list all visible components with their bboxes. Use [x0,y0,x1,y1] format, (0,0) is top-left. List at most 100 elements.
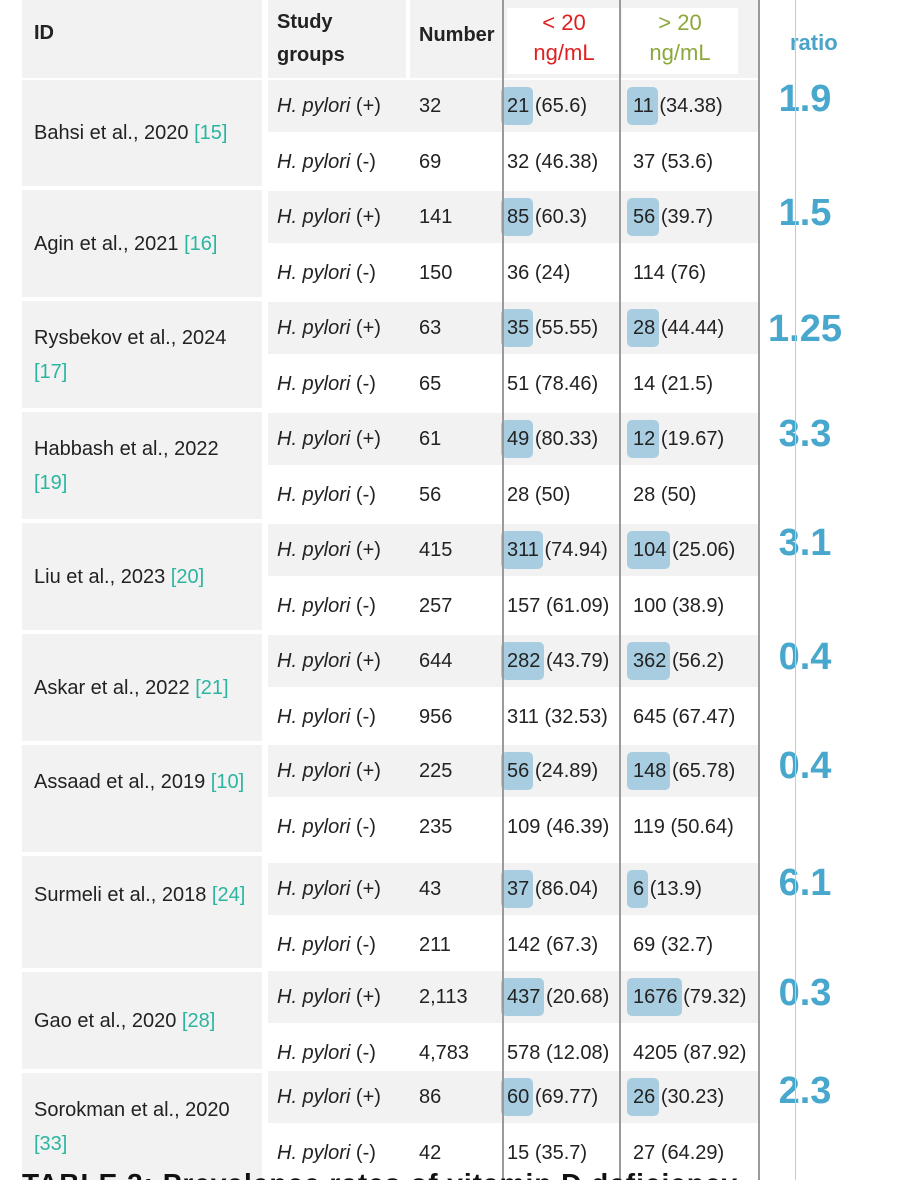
table-row: H. pylori (-) 42 15 (35.7) 27 (64.29) [268,1127,758,1179]
participant-number: 150 [419,262,453,284]
gt20-percent: (56.2) [671,650,725,672]
lt20-percent: (74.94) [544,539,608,561]
gt20-count: 645 [633,706,667,728]
group-sign: (-) [355,816,376,838]
study-name: Agin et al., 2021 [16] [34,227,254,261]
header-gt20: > 20 ng/mL [622,8,738,74]
study-group: H. pylori (-) [277,801,376,853]
participant-number: 43 [419,878,442,900]
citation-link[interactable]: [21] [195,676,229,699]
citation-link[interactable]: [24] [211,884,246,906]
citation-link[interactable]: [33] [34,1132,68,1155]
gt20-value: 69 (32.7) [633,919,713,971]
study-author: Assaad et al., 2019 [34,770,206,793]
gt20-percent: (50) [660,484,697,506]
study-cell: Bahsi et al., 2020 [15] [22,80,262,186]
citation-link[interactable]: [17] [34,360,68,383]
group-organism: H. pylori [277,760,351,782]
group-organism: H. pylori [277,206,351,228]
study-name: Sorokman et al., 2020 [33] [34,1093,254,1161]
gt20-value: 28 (44.44) [626,302,725,354]
gt20-percent: (44.44) [660,317,725,339]
ratio-value: 6.1 [778,862,832,904]
lt20-value: 56 (24.89) [500,745,598,797]
group-organism: H. pylori [277,1042,351,1064]
group-organism: H. pylori [277,934,351,956]
ratio-value: 1.9 [778,78,832,120]
lt20-count: 109 [507,816,541,838]
lt20-count-highlight: 35 [500,302,534,354]
study-name: Assaad et al., 2019 [10] [34,765,254,799]
lt20-percent: (46.39) [545,816,610,838]
gt20-percent: (67.47) [671,706,736,728]
table-row: H. pylori (-) 56 28 (50) 28 (50) [268,469,758,521]
participant-number: 257 [419,595,453,617]
participant-number: 415 [419,539,453,561]
table-row: H. pylori (-) 150 36 (24) 114 (76) [268,247,758,299]
study-name: Surmeli et al., 2018 [24] [34,878,254,912]
lt20-count: 37 [507,878,530,900]
citation-link[interactable]: [15] [194,122,228,144]
study-name: Liu et al., 2023 [20] [34,560,254,594]
gt20-percent: (39.7) [660,206,714,228]
gt20-count: 14 [633,373,656,395]
citation-link[interactable]: [19] [34,471,68,494]
gt20-value: 6 (13.9) [626,863,702,915]
lt20-count-highlight: 282 [500,635,545,687]
lt20-value: 157 (61.09) [507,580,609,632]
lt20-percent: (67.3) [545,934,599,956]
header-gt20-line2: ng/mL [649,40,711,65]
gt20-value: 28 (50) [633,469,696,521]
study-author: Gao et al., 2020 [34,1009,177,1032]
lt20-value: 578 (12.08) [507,1027,609,1079]
lt20-count: 21 [507,95,530,117]
citation-link[interactable]: [28] [181,1009,216,1032]
ratio-value: 3.1 [778,522,832,564]
participant-number: 4,783 [419,1042,470,1064]
group-sign: (+) [355,317,381,339]
gt20-value: 645 (67.47) [633,691,735,743]
lt20-value: 15 (35.7) [507,1127,587,1179]
header-ratio: ratio [790,30,838,55]
ratio-value: 0.3 [778,972,832,1014]
header-number-label: Number [419,24,495,46]
group-sign: (+) [355,428,381,450]
gt20-count: 27 [633,1142,656,1164]
group-organism: H. pylori [277,1142,351,1164]
citation-link[interactable]: [10] [210,770,245,793]
gt20-percent: (25.06) [671,539,736,561]
table-row: H. pylori (+) 2,113 437 (20.68) 1676 (79.32… [268,971,758,1023]
lt20-count-highlight: 311 [501,524,543,576]
ratio-value: 3.3 [778,413,832,455]
lt20-count: 142 [507,934,541,956]
lt20-value: 21 (65.6) [500,80,587,132]
study-name: Rysbekov et al., 2024 [17] [34,321,254,389]
lt20-count: 32 [507,151,530,173]
group-organism: H. pylori [277,706,351,728]
lt20-count: 578 [507,1042,541,1064]
table-row: H. pylori (+) 644 282 (43.79) 362 (56.2) [268,635,758,687]
lt20-percent: (78.46) [534,373,599,395]
group-organism: H. pylori [277,595,351,617]
gt20-count: 114 [633,262,665,284]
citation-link[interactable]: [16] [184,232,218,255]
gt20-count-highlight: 362 [626,635,671,687]
lt20-value: 49 (80.33) [500,413,598,465]
lt20-percent: (60.3) [534,206,588,228]
study-cell: Gao et al., 2020 [28] [22,972,262,1069]
lt20-percent: (86.04) [534,878,599,900]
table-row: H. pylori (+) 43 37 (86.04) 6 (13.9) [268,863,758,915]
lt20-value: 60 (69.77) [500,1071,598,1123]
citation-link[interactable]: [20] [170,565,205,588]
group-sign: (+) [355,986,381,1008]
gt20-percent: (87.92) [683,1042,747,1064]
group-sign: (-) [355,1142,376,1164]
group-sign: (+) [355,650,381,672]
study-cell: Sorokman et al., 2020 [33] [22,1073,262,1180]
lt20-count-highlight: 21 [500,80,534,132]
gt20-count: 1676 [633,986,678,1008]
lt20-percent: (61.09) [545,595,610,617]
study-cell: Agin et al., 2021 [16] [22,190,262,297]
group-organism: H. pylori [277,1086,351,1108]
header-id: ID [22,0,262,78]
